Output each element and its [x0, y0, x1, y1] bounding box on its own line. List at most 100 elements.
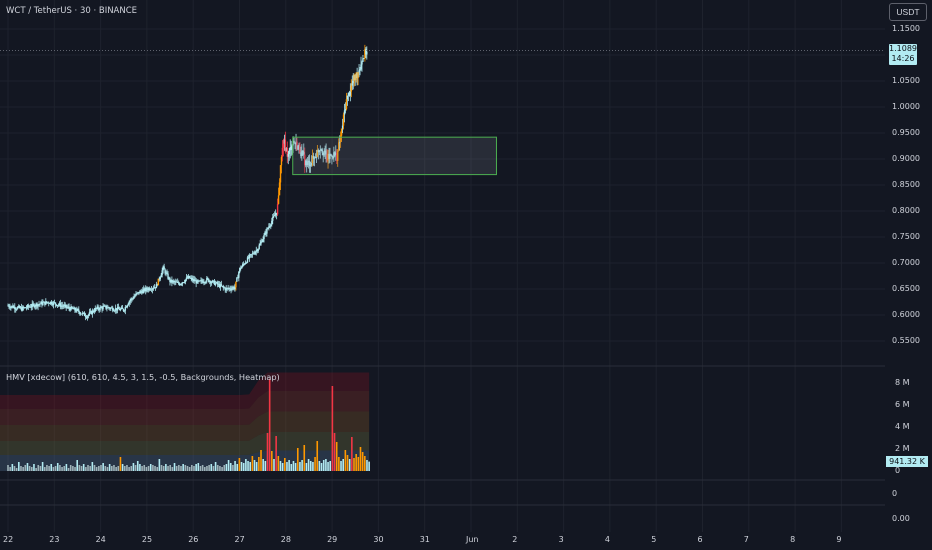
volume-bar	[271, 451, 273, 471]
candle-body	[321, 149, 323, 153]
candle-body	[160, 274, 162, 278]
candle-body	[83, 312, 86, 317]
candle-body	[271, 220, 273, 225]
candle-body	[203, 282, 205, 284]
candle-body	[353, 75, 355, 81]
volume-bar	[50, 464, 53, 471]
volume-bar	[299, 462, 301, 471]
candle-body	[140, 291, 142, 293]
candle-body	[235, 281, 237, 288]
candle-body	[365, 49, 367, 55]
candle-body	[186, 277, 189, 279]
candle-body	[295, 141, 297, 145]
candle-body	[13, 306, 15, 308]
volume-bar	[158, 459, 161, 471]
candle-body	[164, 269, 166, 274]
candle-body	[224, 287, 226, 291]
candle-body	[45, 301, 47, 305]
volume-bar	[214, 462, 217, 471]
candle-body	[340, 128, 343, 136]
volume-bar	[141, 466, 143, 471]
volume-bar	[165, 464, 167, 471]
candle-body	[36, 303, 38, 307]
volume-bar	[117, 466, 120, 471]
candle-body	[123, 310, 126, 312]
candle-body	[63, 305, 65, 307]
candle-body	[131, 298, 133, 300]
candle-body	[73, 307, 75, 310]
volume-bar	[288, 460, 290, 471]
candle-body	[352, 80, 354, 84]
candle-body	[132, 298, 134, 300]
candle-body	[327, 153, 329, 161]
candle-body	[299, 144, 301, 153]
volume-bar	[128, 467, 130, 471]
candle-body	[61, 305, 64, 307]
candle-body	[204, 282, 206, 284]
candle-body	[198, 280, 200, 282]
volume-bar	[364, 456, 366, 471]
chart-main-pane[interactable]	[0, 0, 885, 532]
volume-axis-label: 0	[895, 466, 901, 475]
volume-bar	[368, 461, 370, 471]
volume-bar	[104, 466, 107, 471]
volume-bar	[41, 462, 44, 471]
candle-body	[107, 307, 109, 309]
candle-body	[179, 283, 182, 286]
candle-body	[159, 277, 161, 280]
candle-body	[39, 303, 41, 305]
candle-body	[304, 154, 306, 166]
candle-body	[126, 305, 128, 308]
candle-body	[38, 304, 40, 305]
candle-body	[16, 307, 19, 309]
volume-bar	[113, 465, 115, 471]
candle-body	[242, 263, 245, 265]
candle-body	[110, 307, 112, 309]
candle-body	[134, 295, 136, 297]
currency-button[interactable]: USDT	[889, 3, 927, 21]
candle-body	[188, 275, 191, 279]
candle-body	[354, 75, 356, 80]
candle-body	[25, 307, 28, 309]
volume-bar	[292, 461, 295, 471]
candle-body	[144, 288, 146, 292]
volume-bar	[229, 463, 232, 471]
candle-body	[301, 150, 303, 157]
candle-body	[247, 257, 250, 259]
candle-body	[145, 287, 148, 290]
volume-bar	[307, 459, 310, 471]
volume-bar	[132, 463, 135, 471]
volume-bar	[182, 464, 184, 471]
candle-body	[282, 143, 285, 148]
candle-body	[248, 255, 251, 259]
candle-body	[192, 279, 194, 281]
volume-bar	[100, 465, 102, 471]
candle-body	[58, 303, 61, 305]
candle-body	[92, 310, 95, 312]
demand-zone-rectangle[interactable]	[292, 136, 497, 176]
time-axis-label: 7	[743, 535, 749, 544]
time-axis[interactable]: 22 23 24 25 26 27 28 29 30 31 Jun 2 3 4 5 6 7 8 9	[0, 532, 885, 550]
candle-body	[336, 153, 338, 161]
volume-bar	[134, 465, 137, 471]
heatmap-background	[0, 372, 370, 471]
candle-body	[103, 305, 105, 307]
pane1-axis-label: 0	[892, 489, 898, 498]
volume-bar	[78, 465, 81, 471]
candle-body	[222, 286, 224, 288]
candle-body	[99, 307, 101, 310]
price-axis[interactable]: 1.1500 1.0500 1.0000 0.9500 0.9000 0.8500 0.80…	[885, 0, 932, 550]
candle-body	[41, 301, 43, 305]
candle-body	[245, 262, 248, 264]
volume-bar	[9, 467, 11, 471]
candle-body	[109, 307, 111, 309]
candle-body	[19, 307, 22, 309]
volume-bar	[221, 467, 223, 471]
volume-bar	[119, 457, 122, 471]
symbol-title[interactable]: WCT / TetherUS · 30 · BINANCE	[6, 6, 138, 16]
volume-axis-label: 8 M	[895, 378, 910, 387]
indicator-label[interactable]: HMV [xdecow] (610, 610, 4.5, 3, 1.5, -0.…	[6, 372, 280, 382]
price-axis-label: 0.6000	[892, 310, 920, 319]
candle-body	[67, 306, 69, 308]
candle-body	[15, 308, 17, 310]
